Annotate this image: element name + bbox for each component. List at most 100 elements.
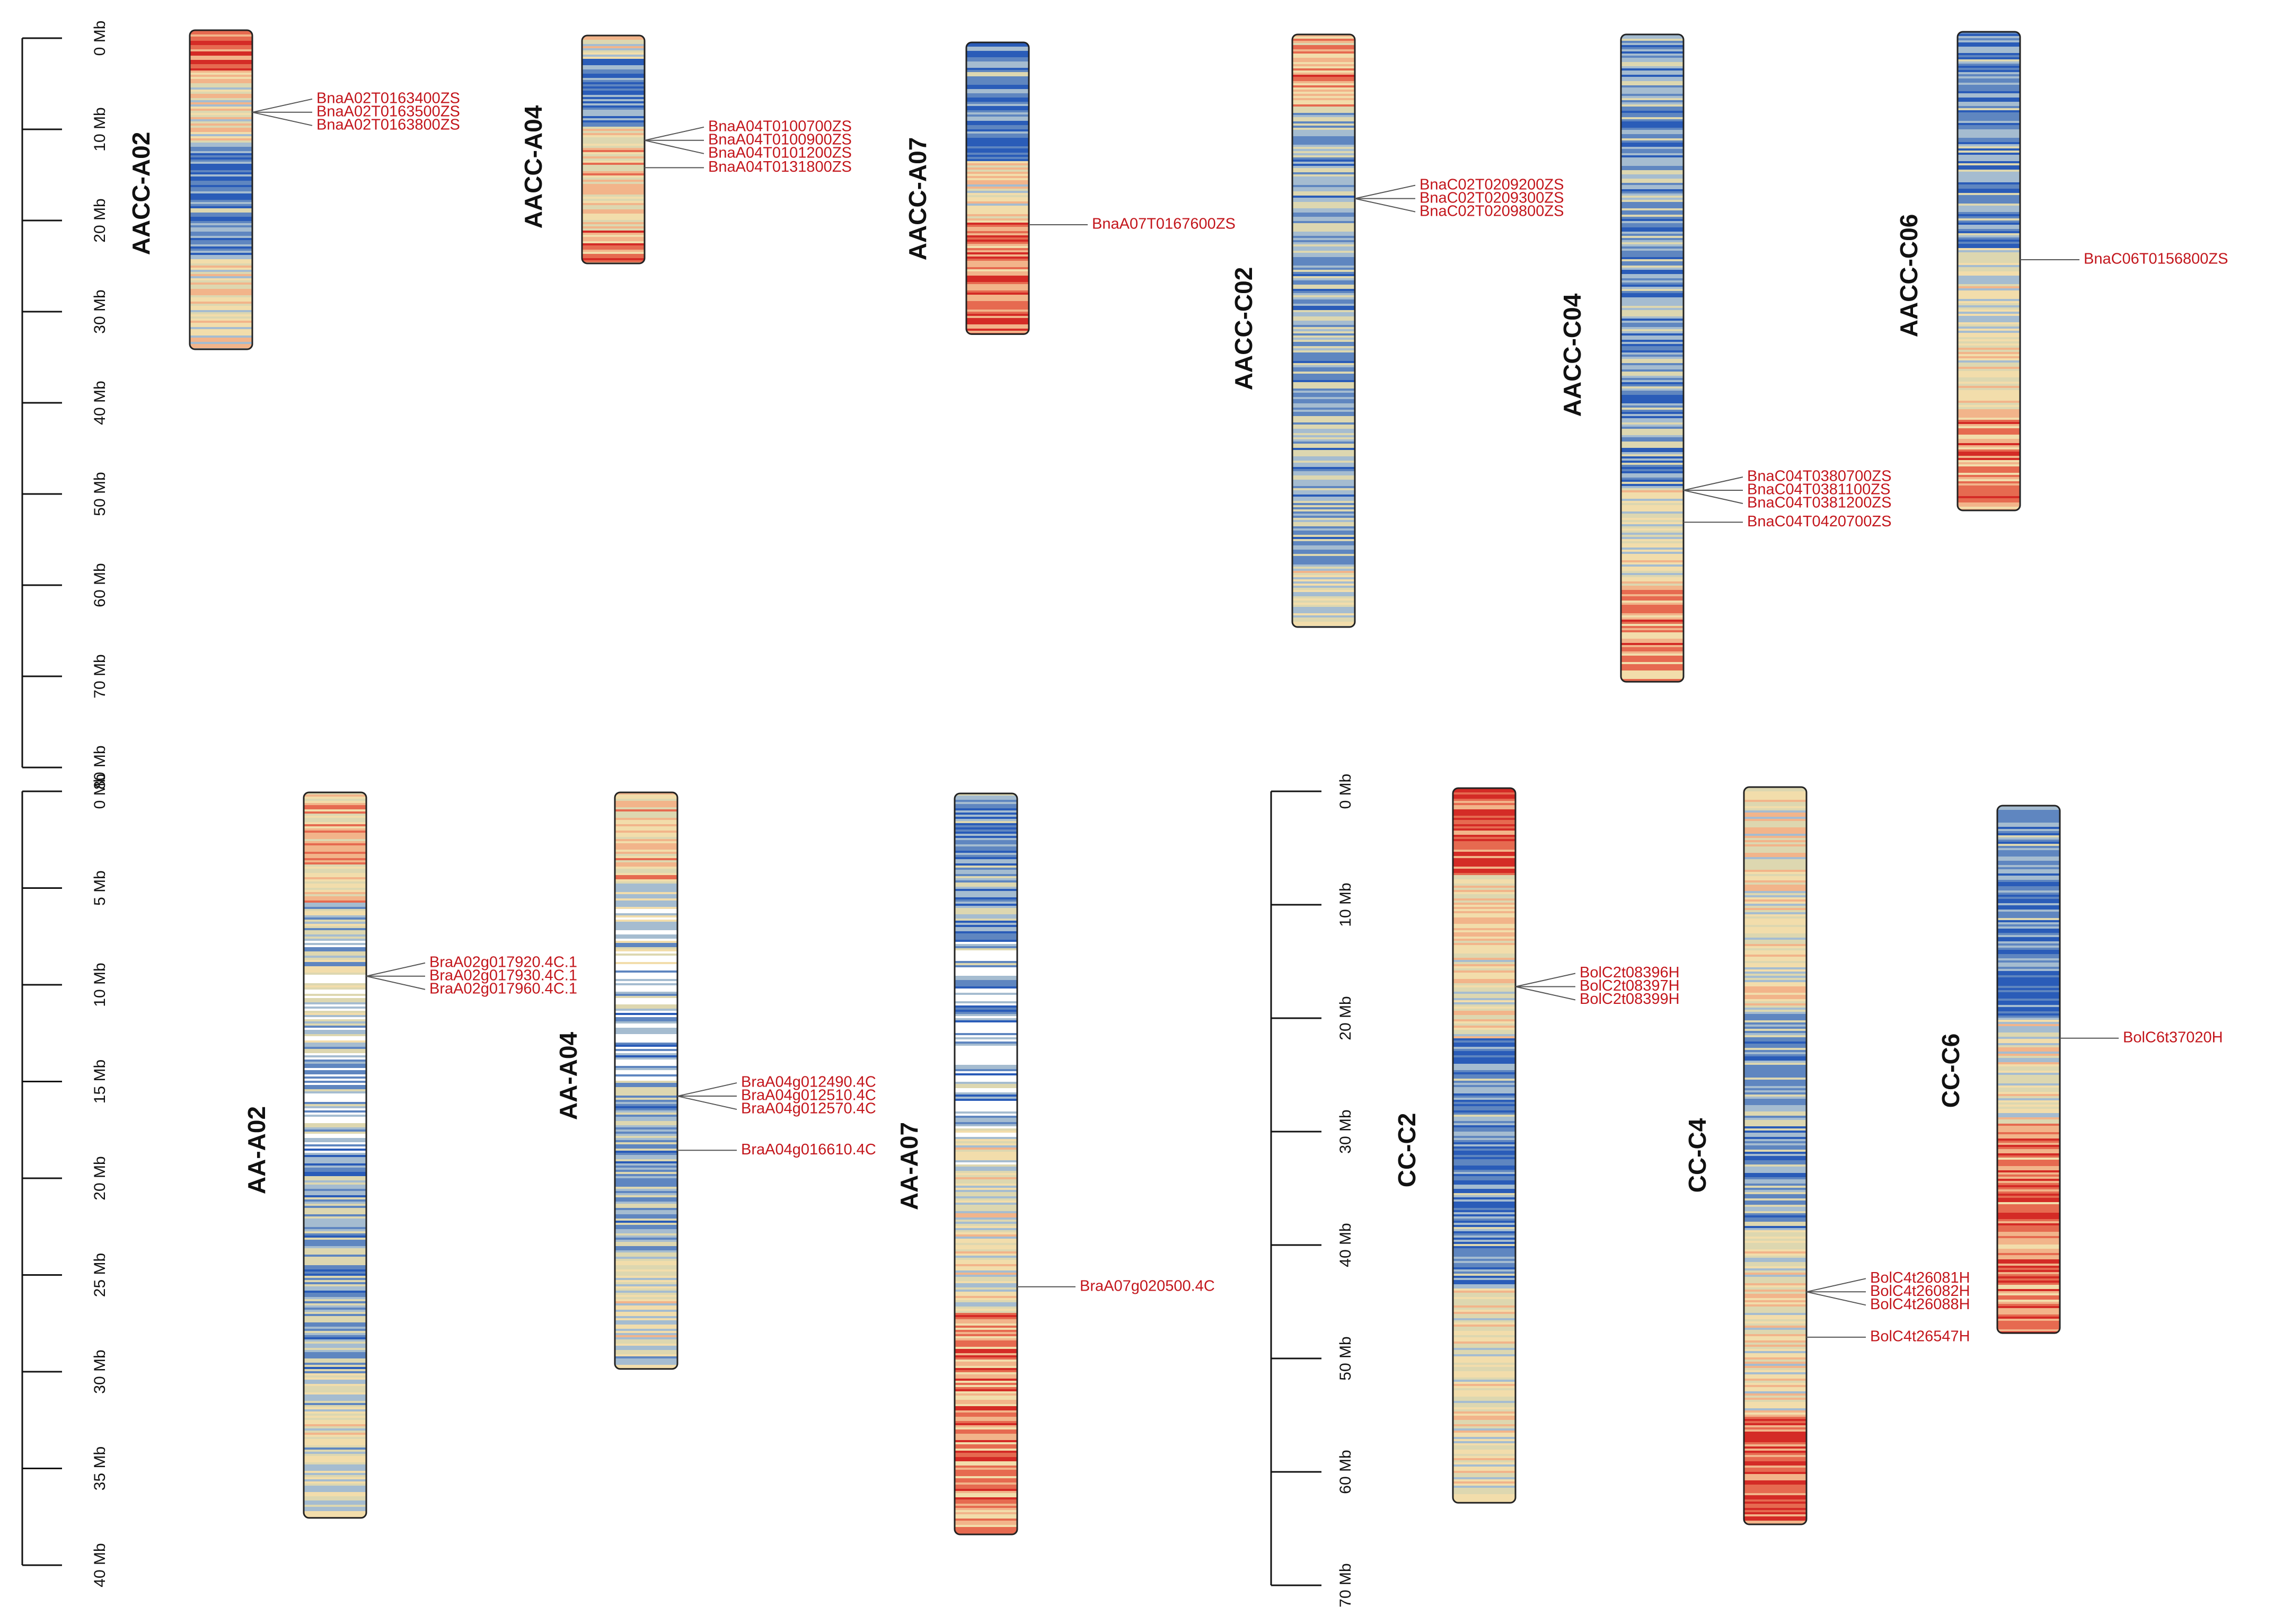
density-band: [966, 269, 1029, 272]
density-band: [190, 251, 252, 253]
density-band: [1958, 214, 2020, 217]
density-band: [1453, 1310, 1515, 1312]
gene-label: BnaC04T0380700ZS: [1747, 468, 1891, 485]
density-band: [1453, 807, 1515, 810]
density-band: [615, 934, 677, 937]
density-band: [1453, 1166, 1515, 1168]
density-band: [1453, 1102, 1515, 1105]
density-band: [1621, 336, 1683, 338]
density-band: [615, 917, 677, 920]
density-band: [1292, 232, 1355, 234]
density-band: [582, 42, 645, 45]
density-band: [1958, 365, 2020, 367]
density-band: [966, 326, 1029, 329]
density-band: [1453, 837, 1515, 840]
density-band: [955, 817, 1017, 819]
density-band: [955, 1302, 1017, 1305]
density-band: [1997, 1249, 2060, 1251]
density-band: [1453, 1274, 1515, 1276]
density-band: [955, 1128, 1017, 1131]
density-band: [304, 1382, 366, 1384]
density-band: [582, 182, 645, 184]
density-band: [955, 1480, 1017, 1483]
density-band: [1621, 352, 1683, 355]
density-band: [1958, 184, 2020, 187]
density-band: [1997, 990, 2060, 993]
density-band: [966, 252, 1029, 255]
density-band: [615, 924, 677, 926]
density-band: [304, 1223, 366, 1225]
density-band: [1292, 490, 1355, 493]
chromosome-outline: [965, 41, 1030, 335]
density-band: [615, 1149, 677, 1151]
density-band: [966, 157, 1029, 160]
density-band: [1997, 1219, 2060, 1222]
density-band: [582, 110, 645, 112]
density-band: [615, 1193, 677, 1196]
density-band: [1958, 248, 2020, 251]
density-band: [1453, 1363, 1515, 1365]
density-band: [304, 1062, 366, 1064]
density-band: [1621, 484, 1683, 487]
density-band: [1292, 295, 1355, 298]
density-band: [615, 975, 677, 977]
density-band: [1621, 283, 1683, 285]
density-band: [1453, 1358, 1515, 1361]
density-band: [615, 1318, 677, 1321]
gene-label: BraA04g012570.4C: [741, 1100, 876, 1117]
density-band: [304, 1265, 366, 1268]
density-band: [304, 1182, 366, 1185]
density-band: [582, 165, 645, 167]
density-band: [1292, 215, 1355, 217]
density-band: [190, 187, 252, 190]
density-band: [1958, 305, 2020, 308]
density-band: [1958, 460, 2020, 463]
density-band: [1292, 94, 1355, 96]
density-band: [1744, 1247, 1806, 1250]
density-band: [190, 172, 252, 175]
density-band: [1292, 198, 1355, 200]
density-band: [955, 1270, 1017, 1273]
density-band: [1744, 1022, 1806, 1025]
density-band: [1621, 236, 1683, 239]
density-band: [955, 802, 1017, 805]
density-band: [1621, 255, 1683, 258]
density-band: [1621, 225, 1683, 228]
density-band: [1621, 564, 1683, 567]
density-band: [1744, 933, 1806, 936]
density-band: [615, 801, 677, 804]
density-band: [190, 109, 252, 111]
density-band: [1958, 288, 2020, 291]
density-band: [615, 1261, 677, 1264]
density-band: [615, 1153, 677, 1155]
density-band: [1997, 1145, 2060, 1148]
density-band: [1744, 1020, 1806, 1023]
density-band: [1453, 905, 1515, 907]
density-band: [1744, 878, 1806, 881]
density-band: [1744, 1116, 1806, 1118]
density-band: [1292, 495, 1355, 497]
density-band: [190, 60, 252, 63]
density-band: [1453, 1223, 1515, 1225]
density-band: [1621, 312, 1683, 315]
density-band: [955, 800, 1017, 802]
density-band: [1453, 1346, 1515, 1348]
density-band: [304, 1291, 366, 1293]
density-band: [615, 1132, 677, 1134]
density-band: [1997, 929, 2060, 931]
density-band: [1744, 1018, 1806, 1021]
density-band: [1621, 202, 1683, 205]
density-band: [304, 1458, 366, 1461]
density-band: [304, 1494, 366, 1497]
density-band: [615, 803, 677, 806]
density-band: [966, 178, 1029, 181]
density-band: [582, 57, 645, 59]
density-band: [1621, 639, 1683, 641]
density-band: [615, 1242, 677, 1245]
density-band: [1621, 153, 1683, 156]
density-band: [955, 1387, 1017, 1390]
density-band: [615, 848, 677, 850]
density-band: [966, 47, 1029, 49]
density-band: [582, 95, 645, 98]
density-band: [1621, 39, 1683, 41]
